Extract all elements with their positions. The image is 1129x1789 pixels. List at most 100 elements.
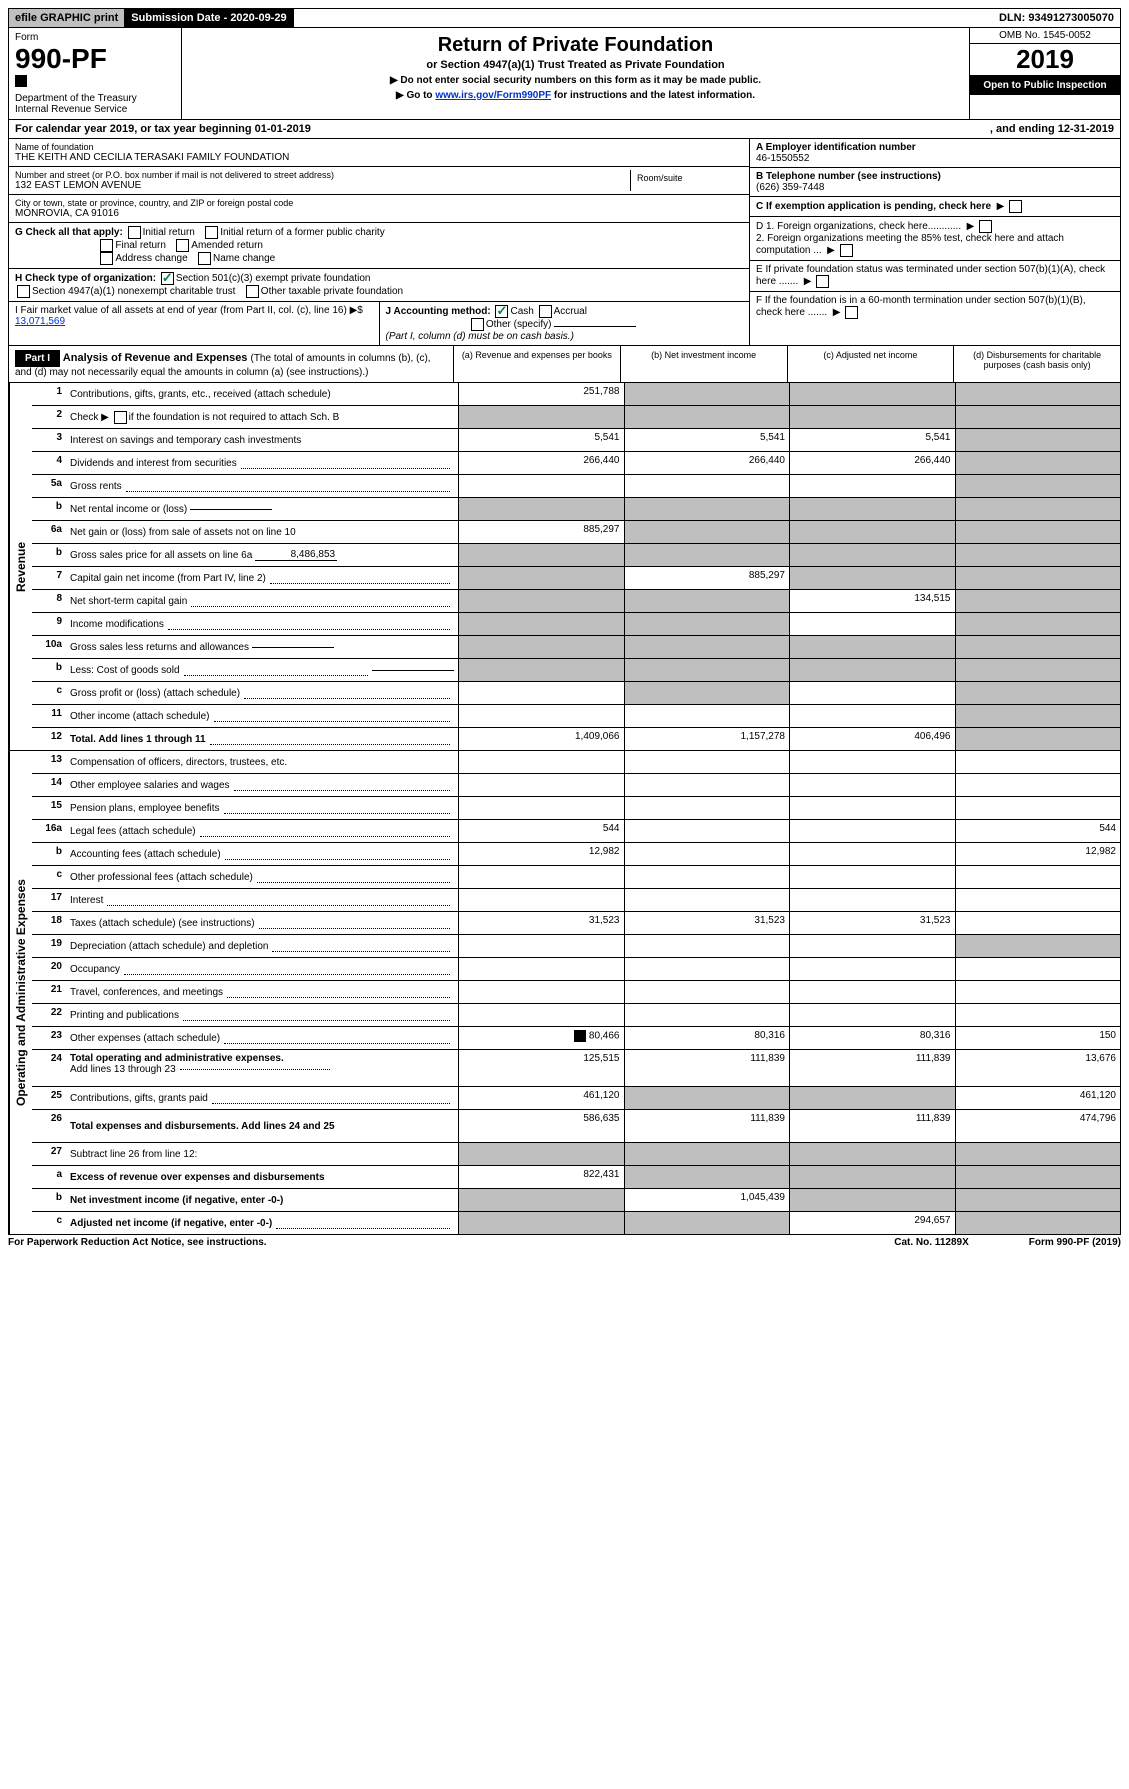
other-method-checkbox[interactable]	[471, 318, 484, 331]
amt-d: 12,982	[955, 843, 1121, 865]
c-exemption-checkbox[interactable]	[1009, 200, 1022, 213]
line-no: 20	[32, 958, 66, 980]
amt-b	[624, 636, 790, 658]
d2-label: 2. Foreign organizations meeting the 85%…	[756, 233, 1064, 256]
amt-c	[789, 406, 955, 428]
amt-a	[458, 774, 624, 796]
d1-checkbox[interactable]	[979, 220, 992, 233]
other-taxable-checkbox[interactable]	[246, 285, 259, 298]
table-row: c Adjusted net income (if negative, ente…	[32, 1211, 1120, 1234]
f-label: F If the foundation is in a 60-month ter…	[756, 295, 1086, 318]
expenses-section: Operating and Administrative Expenses 13…	[8, 751, 1121, 1235]
gross-sales-less-input[interactable]	[252, 647, 334, 648]
amt-b	[624, 1143, 790, 1165]
line-no: 5a	[32, 475, 66, 497]
dln-label: DLN: 93491273005070	[993, 9, 1120, 27]
amt-c	[789, 958, 955, 980]
form-word: Form	[15, 32, 175, 43]
amt-a: 461,120	[458, 1087, 624, 1109]
amt-c	[789, 935, 955, 957]
g-check-row: G Check all that apply: Initial return I…	[9, 222, 749, 268]
line-desc: Less: Cost of goods sold	[66, 659, 458, 681]
amt-b	[624, 1212, 790, 1234]
section-4947-checkbox[interactable]	[17, 285, 30, 298]
line-desc: Net short-term capital gain	[66, 590, 458, 612]
amt-c	[789, 498, 955, 520]
line-no: b	[32, 659, 66, 681]
irs-form-link[interactable]: www.irs.gov/Form990PF	[435, 90, 551, 101]
fmv-value-link[interactable]: 13,071,569	[15, 316, 65, 327]
amt-a	[458, 1004, 624, 1026]
amt-a: 266,440	[458, 452, 624, 474]
initial-return-former-label: Initial return of a former public charit…	[220, 227, 385, 238]
final-return-checkbox[interactable]	[100, 239, 113, 252]
amt-a	[458, 590, 624, 612]
amt-b	[624, 659, 790, 681]
efile-graphic-print-button[interactable]: efile GRAPHIC print	[9, 9, 125, 27]
amt-c	[789, 1166, 955, 1188]
amt-a	[458, 889, 624, 911]
amt-b: 885,297	[624, 567, 790, 589]
amt-c	[789, 567, 955, 589]
cash-checkbox[interactable]	[495, 305, 508, 318]
table-row: 13 Compensation of officers, directors, …	[32, 751, 1120, 773]
line-desc: Gross sales price for all assets on line…	[66, 544, 458, 566]
col-c-header: (c) Adjusted net income	[787, 346, 954, 382]
e-checkbox[interactable]	[816, 275, 829, 288]
amt-b	[624, 958, 790, 980]
line-no: 7	[32, 567, 66, 589]
amended-return-label: Amended return	[191, 240, 263, 251]
col-d-header: (d) Disbursements for charitable purpose…	[953, 346, 1120, 382]
entity-info-block: Name of foundation THE KEITH AND CECILIA…	[8, 139, 1121, 346]
c-exemption-label: C If exemption application is pending, c…	[756, 201, 991, 212]
accrual-checkbox[interactable]	[539, 305, 552, 318]
tax-year: 2019	[970, 44, 1120, 76]
section-501c3-checkbox[interactable]	[161, 272, 174, 285]
table-row: 4 Dividends and interest from securities…	[32, 451, 1120, 474]
amt-b: 1,157,278	[624, 728, 790, 750]
line-no: 10a	[32, 636, 66, 658]
line-desc: Travel, conferences, and meetings	[66, 981, 458, 1003]
amt-a	[458, 406, 624, 428]
goto-suffix: for instructions and the latest informat…	[554, 90, 755, 101]
other-method-input[interactable]	[554, 326, 636, 327]
amt-d: 474,796	[955, 1110, 1121, 1142]
amt-c	[789, 751, 955, 773]
street-address: 132 EAST LEMON AVENUE	[15, 180, 630, 191]
amt-b	[624, 705, 790, 727]
address-change-checkbox[interactable]	[100, 252, 113, 265]
f-checkbox[interactable]	[845, 306, 858, 319]
initial-return-checkbox[interactable]	[128, 226, 141, 239]
amt-b: 111,839	[624, 1050, 790, 1086]
line-desc: Depreciation (attach schedule) and deple…	[66, 935, 458, 957]
net-rental-input[interactable]	[190, 509, 272, 510]
d2-checkbox[interactable]	[840, 244, 853, 257]
name-change-checkbox[interactable]	[198, 252, 211, 265]
amt-b: 111,839	[624, 1110, 790, 1142]
line-no: b	[32, 498, 66, 520]
table-row: b Gross sales price for all assets on li…	[32, 543, 1120, 566]
i-fmv-block: I Fair market value of all assets at end…	[9, 302, 379, 345]
amt-b	[624, 935, 790, 957]
table-row: 22 Printing and publications	[32, 1003, 1120, 1026]
table-row: 9 Income modifications	[32, 612, 1120, 635]
amt-d	[955, 452, 1121, 474]
amt-a	[458, 682, 624, 704]
amt-c	[789, 820, 955, 842]
line-no: 4	[32, 452, 66, 474]
initial-return-former-checkbox[interactable]	[205, 226, 218, 239]
table-row: 18 Taxes (attach schedule) (see instruct…	[32, 911, 1120, 934]
table-row: 7 Capital gain net income (from Part IV,…	[32, 566, 1120, 589]
amt-b	[624, 751, 790, 773]
amended-return-checkbox[interactable]	[176, 239, 189, 252]
amt-c: 111,839	[789, 1050, 955, 1086]
table-row: 21 Travel, conferences, and meetings	[32, 980, 1120, 1003]
cash-label: Cash	[510, 306, 533, 317]
amt-a	[458, 705, 624, 727]
table-row: c Other professional fees (attach schedu…	[32, 865, 1120, 888]
attachment-icon[interactable]	[574, 1030, 586, 1042]
initial-return-label: Initial return	[143, 227, 195, 238]
line-desc: Taxes (attach schedule) (see instruction…	[66, 912, 458, 934]
sch-b-checkbox[interactable]	[114, 411, 127, 424]
cogs-input[interactable]	[372, 670, 454, 671]
